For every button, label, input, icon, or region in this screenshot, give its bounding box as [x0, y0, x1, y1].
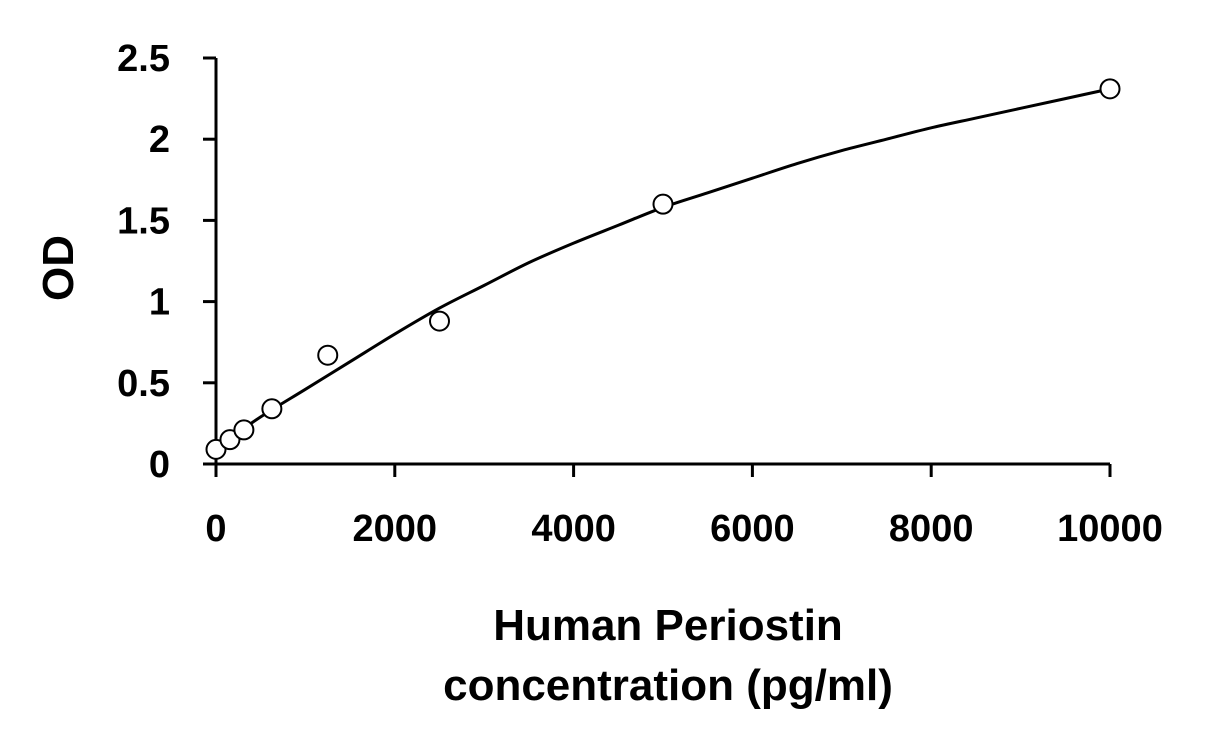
- y-tick-labels: 0 0.5 1 1.5 2 2.5: [117, 38, 170, 486]
- y-tick-label: 1: [149, 282, 170, 324]
- data-point: [429, 310, 450, 332]
- axes: [203, 56, 1112, 477]
- y-tick-label: 2: [149, 119, 170, 161]
- y-tick-label: 0: [149, 444, 170, 486]
- data-point: [233, 419, 255, 441]
- x-tick-label: 6000: [710, 508, 795, 550]
- x-tick-label: 4000: [531, 508, 616, 550]
- x-tick-label: 0: [205, 508, 226, 550]
- x-axis-title-line-2: concentration (pg/ml): [443, 661, 893, 710]
- x-tick-label: 10000: [1057, 508, 1163, 550]
- x-tick-label: 8000: [889, 508, 974, 550]
- fit-curve: [215, 87, 1111, 449]
- data-point: [261, 398, 283, 420]
- y-tick-label: 0.5: [117, 363, 170, 405]
- y-tick-label: 2.5: [117, 38, 170, 80]
- data-point: [1099, 78, 1121, 100]
- data-points: [205, 78, 1121, 460]
- y-axis-title: OD: [34, 235, 83, 301]
- y-tick-label: 1.5: [117, 200, 170, 242]
- x-tick-label: 2000: [353, 508, 438, 550]
- fit-curve-group: [215, 87, 1111, 449]
- x-tick-labels: 0 2000 4000 6000 8000 10000: [205, 508, 1162, 550]
- data-point: [317, 344, 339, 366]
- x-axis-title-line-1: Human Periostin: [493, 601, 843, 650]
- data-point: [652, 193, 674, 215]
